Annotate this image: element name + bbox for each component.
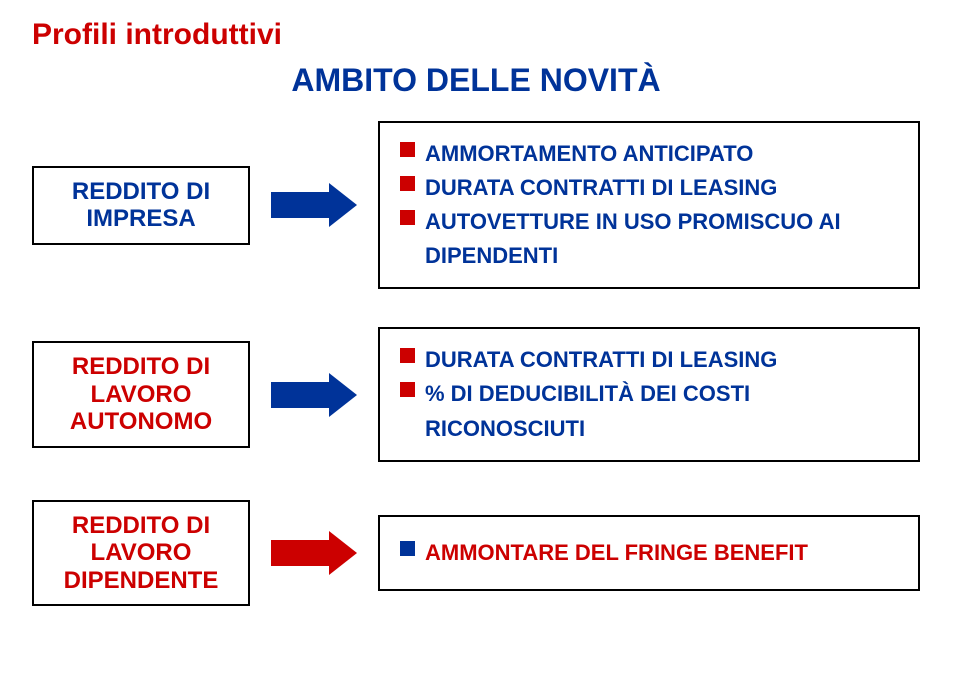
bullet-icon	[400, 348, 415, 363]
row-dipendente: REDDITO DI LAVORO DIPENDENTE AMMONTARE D…	[32, 500, 920, 607]
target-autonomo: DURATA CONTRATTI DI LEASING % DI DEDUCIB…	[378, 327, 920, 461]
row-autonomo: REDDITO DI LAVORO AUTONOMO DURATA CONTRA…	[32, 327, 920, 461]
section-title: AMBITO DELLE NOVITÀ	[156, 62, 796, 99]
item-text: % DI DEDUCIBILITÀ DEI COSTI RICONOSCIUTI	[425, 377, 900, 445]
target-impresa: AMMORTAMENTO ANTICIPATO DURATA CONTRATTI…	[378, 121, 920, 289]
list-item: DURATA CONTRATTI DI LEASING	[400, 171, 900, 205]
item-text: DURATA CONTRATTI DI LEASING	[425, 171, 777, 205]
arrow-3	[268, 531, 360, 575]
list-item: DURATA CONTRATTI DI LEASING	[400, 343, 900, 377]
item-text: AMMORTAMENTO ANTICIPATO	[425, 137, 753, 171]
arrow-1	[268, 183, 360, 227]
bullet-icon	[400, 541, 415, 556]
item-text: DURATA CONTRATTI DI LEASING	[425, 343, 777, 377]
source-reddito-autonomo: REDDITO DI LAVORO AUTONOMO	[32, 341, 250, 448]
row-impresa: REDDITO DI IMPRESA AMMORTAMENTO ANTICIPA…	[32, 121, 920, 289]
bullet-icon	[400, 142, 415, 157]
list-item: AUTOVETTURE IN USO PROMISCUO AI DIPENDEN…	[400, 205, 900, 273]
target-dipendente: AMMONTARE DEL FRINGE BENEFIT	[378, 515, 920, 591]
source-reddito-dipendente: REDDITO DI LAVORO DIPENDENTE	[32, 500, 250, 607]
source-reddito-impresa: REDDITO DI IMPRESA	[32, 166, 250, 245]
item-text: AUTOVETTURE IN USO PROMISCUO AI DIPENDEN…	[425, 205, 900, 273]
list-item: AMMORTAMENTO ANTICIPATO	[400, 137, 900, 171]
arrow-2	[268, 373, 360, 417]
bullet-icon	[400, 210, 415, 225]
page-title: Profili introduttivi	[32, 18, 920, 52]
item-text: AMMONTARE DEL FRINGE BENEFIT	[425, 536, 808, 570]
bullet-icon	[400, 382, 415, 397]
bullet-icon	[400, 176, 415, 191]
list-item: % DI DEDUCIBILITÀ DEI COSTI RICONOSCIUTI	[400, 377, 900, 445]
list-item: AMMONTARE DEL FRINGE BENEFIT	[400, 536, 808, 570]
